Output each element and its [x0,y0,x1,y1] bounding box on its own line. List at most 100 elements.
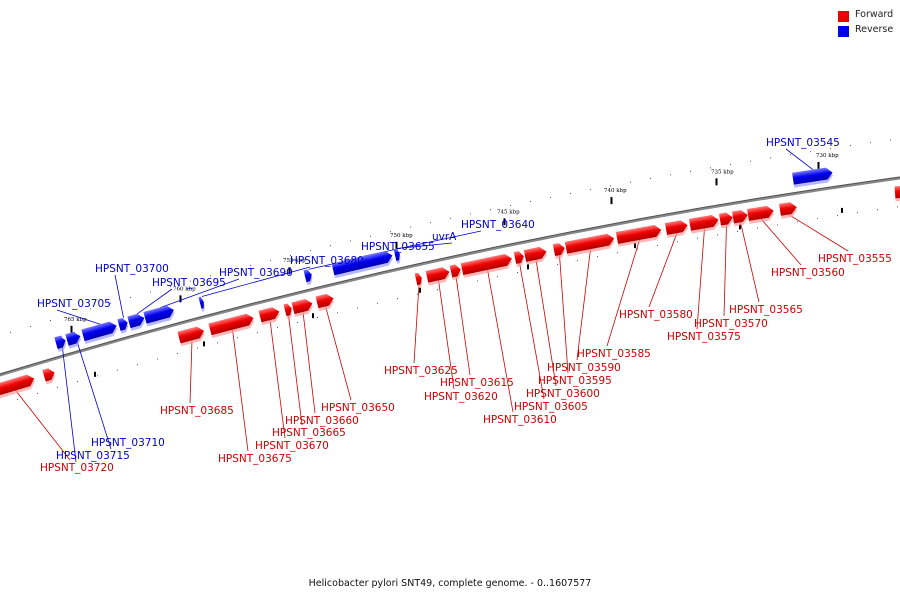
gene-feature-hpsnt-03610 [460,253,513,278]
kbp-tick-mark [179,295,182,303]
gene-feature-hpsnt-03610-body [460,253,512,275]
gene-label: uvrA [432,231,457,243]
tick-dot [217,342,218,344]
gene-feature-hpsnt-03625 [414,272,423,289]
tick-dot [677,241,678,243]
kbp-tick-label: 750 kbp [390,233,413,239]
tick-dot [297,321,298,323]
tick-dot [157,358,158,360]
gene-feature-fragment [42,368,56,385]
gene-feature-hpsnt-03670 [258,307,281,326]
gene-feature-hpsnt-03705-body [81,321,117,342]
tick-dot [737,230,738,232]
tick-dot [630,181,631,183]
gene-feature-hpsnt-03575 [688,214,720,234]
label-connector [15,389,71,461]
kbp-tick-label: 755 kbp [283,258,306,264]
gene-label: HPSNT_03670 [255,440,329,452]
label-connector [487,269,514,413]
kbp-tick-mark-lower [841,207,843,213]
minor-tick-dots [10,139,898,400]
label-connector [606,239,640,347]
genome-backbone-highlight [0,176,900,375]
gene-label: HPSNT_03660 [285,415,359,427]
gene-label: HPSNT_03565 [729,304,803,316]
tick-dot [177,353,178,355]
gene-label: HPSNT_03650 [321,402,395,414]
gene-feature-hpsnt-03715 [54,335,67,352]
kbp-tick-label: 730 kbp [816,153,839,159]
tick-dot [130,297,131,299]
tick-dot [710,167,711,169]
kbp-tick-mark [610,197,613,205]
gene-label: HPSNT_03625 [384,365,458,377]
gene-feature-hpsnt-03545-body [792,167,833,185]
tick-dot [190,280,191,282]
gene-label: HPSNT_03610 [483,414,557,426]
gene-label: HPSNT_03675 [218,453,292,465]
label-connector [56,309,101,325]
gene-feature-hpsnt-03590 [564,233,615,257]
gene-feature-hpsnt-03600-body [523,246,547,262]
tick-dot [830,148,831,150]
gene-feature-uvra-body [393,248,400,261]
tick-dot [97,375,98,377]
gene-feature-hpsnt-03575-body [688,214,719,231]
gene-feature-hpsnt-03555-body [779,202,797,216]
label-connector [723,224,727,317]
label-connector [535,259,557,387]
tick-dot [370,235,371,237]
tick-dot [857,212,858,214]
tick-dot [390,231,391,233]
tick-dot [870,142,871,144]
label-connector [648,232,678,308]
gene-label: HPSNT_03705 [37,298,111,310]
gene-feature-hpsnt-03685 [177,326,205,347]
tick-dot [377,302,378,304]
tick-dot [837,215,838,217]
gene-feature-hpsnt-03605 [513,251,525,267]
gene-feature-hpsnt-03590-body [564,233,615,254]
tick-dot [437,289,438,291]
gene-feature-hpsnt-03580-body [664,220,688,235]
label-connector [788,214,849,252]
label-connector [740,222,760,303]
gene-feature-hpsnt-03680 [198,296,205,312]
tick-dot [310,250,311,252]
tick-dot [817,218,818,220]
gene-feature-hpsnt-03615-body [449,264,461,278]
tick-dot [357,307,358,309]
gene-feature-hpsnt-03700 [117,317,129,334]
label-connector [519,263,545,400]
gene-feature-hpsnt-03560-body [747,205,774,221]
tick-dot [757,227,758,229]
tick-dot [777,224,778,226]
tick-dot [897,206,898,208]
gene-feature-hpsnt-03680-body [198,296,204,309]
tick-dot [477,280,478,282]
tick-dot [877,209,878,211]
gene-feature-hpsnt-03640 [331,251,394,279]
tick-dot [417,293,418,295]
tick-dot [657,244,658,246]
gene-label: HPSNT_03590 [547,362,621,374]
label-connector [269,319,286,439]
tick-dot [110,302,111,304]
legend-reverse-label: Reverse [855,24,894,35]
tick-dot [650,177,651,179]
tick-dot [797,221,798,223]
gene-feature-hpsnt-03620 [425,267,451,286]
kbp-tick-mark-lower [527,264,529,270]
label-connector [60,335,77,463]
gene-feature-hpsnt-03615 [449,264,462,281]
legend-forward: Forward [838,9,900,23]
label-connector [760,218,802,266]
gene-feature-hpsnt-03660 [291,299,314,317]
tick-dot [350,240,351,242]
label-connector [159,278,240,309]
label-connector [696,228,705,330]
gene-label: HPSNT_03710 [91,437,165,449]
map-caption: Helicobacter pylori SNT49, complete geno… [308,578,592,589]
tick-dot [790,154,791,156]
gene-feature-hpsnt-03555 [779,202,798,219]
